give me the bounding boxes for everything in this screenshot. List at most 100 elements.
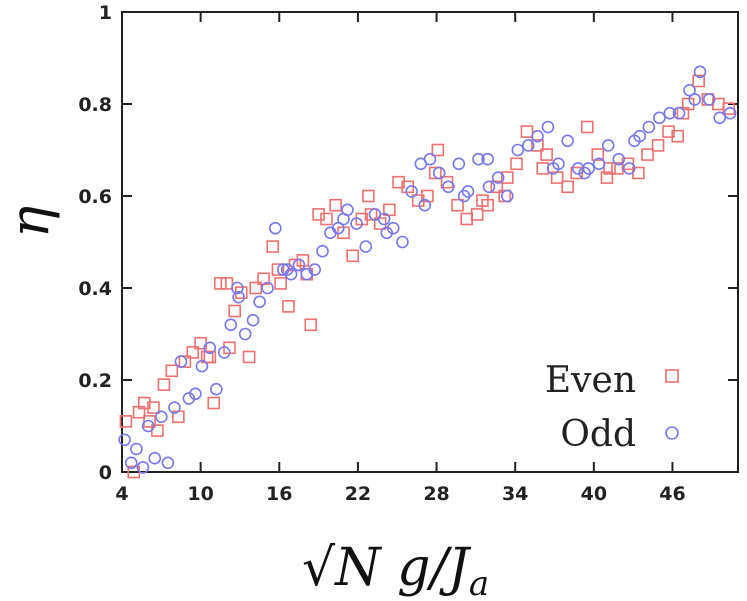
point-odd: [161, 456, 175, 470]
y-tick-label: 0.6: [78, 186, 112, 208]
point-even: [329, 198, 342, 212]
point-even: [282, 300, 295, 313]
y-tick-label: 0: [99, 462, 112, 484]
y-tick-label: 0.2: [78, 370, 112, 392]
point-even: [676, 106, 690, 120]
point-odd: [653, 111, 666, 125]
point-even: [274, 277, 287, 290]
x-tick-label: 34: [502, 483, 528, 505]
point-even: [536, 162, 550, 175]
point-odd: [452, 157, 466, 171]
x-axis-label: √N g/Ja: [302, 538, 489, 601]
y-axis-label: η: [0, 206, 61, 238]
point-even: [501, 171, 514, 184]
x-tick-label: 46: [659, 483, 685, 505]
point-even: [242, 350, 256, 364]
point-even: [451, 198, 464, 212]
point-even: [692, 74, 705, 88]
point-odd: [124, 456, 138, 470]
point-odd: [423, 152, 437, 166]
point-even: [137, 396, 151, 410]
point-even: [320, 212, 333, 226]
point-even: [580, 120, 594, 134]
point-odd: [601, 139, 615, 152]
point-even: [520, 125, 534, 138]
data-points: [118, 65, 737, 479]
legend-marker-odd: [665, 426, 679, 440]
x-axis: 4 10 16 22 28 34 40 46: [115, 12, 686, 505]
point-even: [431, 143, 445, 157]
point-even: [147, 401, 160, 414]
point-odd: [561, 134, 574, 148]
point-odd: [316, 244, 329, 258]
point-odd: [612, 152, 626, 166]
x-tick-label: 4: [115, 483, 128, 505]
y-tick-label: 0.8: [78, 94, 112, 116]
point-even: [531, 139, 544, 152]
point-even: [213, 277, 227, 290]
point-even: [364, 208, 378, 221]
point-even: [304, 318, 318, 332]
point-odd: [501, 189, 514, 203]
point-odd: [155, 410, 168, 424]
point-odd: [628, 134, 641, 148]
plot-frame: [121, 11, 739, 473]
point-even: [220, 277, 234, 290]
point-even: [312, 208, 325, 221]
y-tick-label: 1: [99, 2, 112, 24]
point-even: [460, 212, 473, 226]
point-even: [119, 415, 133, 428]
point-odd: [238, 327, 252, 341]
point-odd: [136, 461, 150, 474]
y-axis: 0 0.2 0.4 0.6 0.8 1: [78, 2, 738, 484]
point-odd: [578, 166, 591, 180]
point-odd: [231, 281, 244, 295]
point-odd: [396, 235, 409, 249]
point-odd: [592, 157, 606, 171]
point-even: [671, 129, 685, 143]
point-even: [600, 171, 614, 184]
point-odd: [663, 106, 677, 120]
point-odd: [482, 180, 496, 194]
point-odd: [405, 185, 418, 198]
point-odd: [280, 263, 294, 276]
point-even: [603, 162, 616, 175]
point-odd: [337, 212, 350, 226]
point-odd: [292, 258, 306, 272]
legend-label-even: Even: [545, 360, 636, 401]
point-even: [662, 125, 675, 138]
point-odd: [377, 212, 391, 226]
point-odd: [442, 180, 455, 194]
x-tick-label: 22: [345, 483, 371, 505]
point-even: [207, 396, 221, 410]
point-odd: [546, 162, 560, 175]
x-axis-label-subscript: a: [469, 564, 489, 601]
point-odd: [217, 346, 231, 359]
point-even: [490, 180, 504, 194]
legend: Even Odd: [545, 360, 679, 455]
point-odd: [693, 65, 707, 79]
point-odd: [418, 198, 432, 212]
point-odd: [224, 318, 238, 332]
point-odd: [331, 221, 345, 235]
point-odd: [541, 120, 555, 134]
point-even: [186, 346, 200, 359]
point-even: [591, 148, 605, 161]
point-odd: [622, 162, 636, 175]
point-odd: [481, 152, 494, 166]
point-even: [641, 148, 654, 161]
point-even: [421, 189, 434, 203]
point-even: [540, 148, 553, 161]
point-odd: [350, 217, 363, 230]
point-odd: [472, 152, 485, 166]
point-odd: [723, 106, 737, 120]
legend-marker-even: [665, 369, 679, 383]
point-odd: [457, 189, 471, 203]
point-even: [510, 157, 523, 171]
point-odd: [174, 355, 188, 368]
point-even: [157, 378, 171, 391]
point-odd: [432, 166, 446, 180]
point-odd: [713, 111, 726, 125]
point-odd: [359, 240, 373, 253]
